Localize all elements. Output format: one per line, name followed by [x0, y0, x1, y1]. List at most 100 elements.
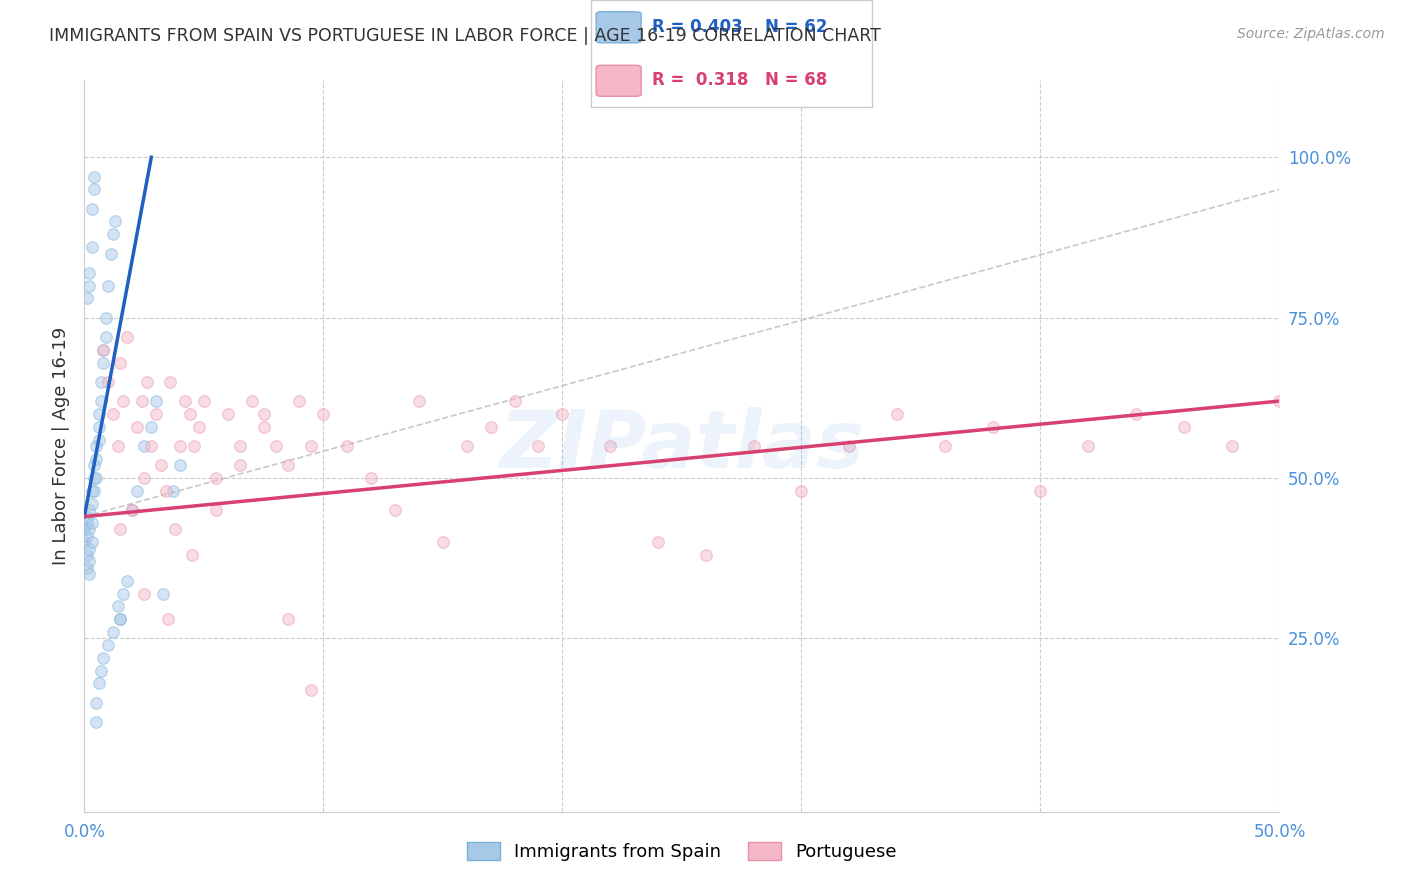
Point	[107, 599, 129, 614]
Point	[94, 330, 117, 344]
Text: N = 68: N = 68	[765, 71, 827, 89]
Point	[695, 548, 717, 562]
Point	[312, 407, 335, 421]
Point	[205, 503, 228, 517]
Point	[183, 439, 205, 453]
Point	[179, 407, 201, 421]
Point	[87, 419, 110, 434]
Point	[117, 574, 139, 588]
Point	[408, 394, 430, 409]
Point	[277, 612, 299, 626]
Point	[83, 458, 105, 473]
Point	[90, 664, 112, 678]
Point	[301, 439, 323, 453]
Point	[93, 343, 115, 357]
Point	[253, 407, 276, 421]
Point	[162, 483, 184, 498]
Point	[90, 394, 112, 409]
Point	[73, 523, 96, 537]
Point	[173, 394, 195, 409]
Point	[77, 523, 100, 537]
Point	[169, 439, 191, 453]
Point	[155, 483, 177, 498]
Point	[110, 612, 132, 626]
Point	[934, 439, 956, 453]
Point	[80, 240, 103, 254]
Point	[188, 419, 211, 434]
Point	[229, 458, 252, 473]
Point	[229, 439, 252, 453]
Point	[86, 451, 108, 466]
Point	[145, 394, 167, 409]
Point	[87, 433, 110, 447]
Point	[97, 278, 120, 293]
Point	[169, 458, 191, 473]
Point	[83, 169, 105, 184]
Point	[86, 439, 108, 453]
Point	[132, 586, 156, 600]
Point	[193, 394, 215, 409]
Point	[181, 548, 204, 562]
Point	[76, 548, 98, 562]
Legend: Immigrants from Spain, Portuguese: Immigrants from Spain, Portuguese	[460, 835, 904, 869]
Point	[76, 561, 98, 575]
Point	[149, 458, 172, 473]
Point	[107, 439, 129, 453]
Point	[1077, 439, 1099, 453]
Point	[93, 355, 115, 369]
Point	[121, 503, 143, 517]
Point	[76, 509, 98, 524]
Text: R = 0.403: R = 0.403	[652, 18, 744, 36]
Point	[838, 439, 860, 453]
Point	[456, 439, 478, 453]
Point	[240, 394, 263, 409]
Point	[479, 419, 502, 434]
Point	[125, 483, 148, 498]
Point	[1029, 483, 1052, 498]
Point	[101, 407, 124, 421]
Point	[141, 419, 163, 434]
Text: N = 62: N = 62	[765, 18, 827, 36]
Point	[101, 227, 124, 242]
Point	[132, 471, 156, 485]
Point	[121, 503, 143, 517]
Point	[97, 375, 120, 389]
Point	[104, 214, 127, 228]
Point	[87, 407, 110, 421]
Point	[301, 682, 323, 697]
Y-axis label: In Labor Force | Age 16-19: In Labor Force | Age 16-19	[52, 326, 70, 566]
Point	[90, 375, 112, 389]
Point	[117, 330, 139, 344]
Point	[360, 471, 382, 485]
Point	[94, 310, 117, 325]
Point	[80, 483, 103, 498]
Point	[86, 696, 108, 710]
Point	[110, 355, 132, 369]
Point	[205, 471, 228, 485]
Point	[131, 394, 153, 409]
Point	[141, 439, 163, 453]
Point	[135, 375, 157, 389]
Point	[551, 407, 574, 421]
Point	[125, 419, 148, 434]
Point	[93, 343, 115, 357]
Point	[384, 503, 406, 517]
Point	[152, 586, 174, 600]
Point	[599, 439, 621, 453]
Point	[101, 625, 124, 640]
Point	[80, 497, 103, 511]
Point	[288, 394, 311, 409]
Point	[93, 650, 115, 665]
Point	[527, 439, 550, 453]
Text: Source: ZipAtlas.com: Source: ZipAtlas.com	[1237, 27, 1385, 41]
Point	[77, 278, 100, 293]
Point	[111, 586, 134, 600]
Point	[111, 394, 134, 409]
Point	[110, 612, 132, 626]
Point	[83, 182, 105, 196]
Point	[76, 516, 98, 530]
Point	[277, 458, 299, 473]
Point	[132, 439, 156, 453]
Text: R =  0.318: R = 0.318	[652, 71, 749, 89]
Point	[87, 676, 110, 690]
